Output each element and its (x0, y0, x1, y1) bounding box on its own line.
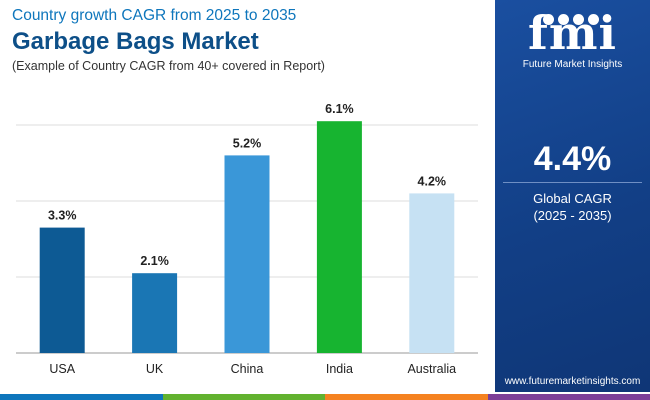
logo-dot-icon (588, 14, 599, 25)
bottom-bar-segment (325, 394, 488, 400)
logo-subtitle: Future Market Insights (522, 59, 623, 70)
chart-subtitle: Country growth CAGR from 2025 to 2035 (12, 7, 297, 24)
x-tick-label: India (326, 362, 353, 376)
data-label: 6.1% (325, 102, 354, 116)
bar (316, 121, 362, 353)
bar (132, 273, 178, 353)
website-link[interactable]: www.futuremarketinsights.com (504, 376, 641, 387)
data-label: 2.1% (140, 254, 169, 268)
logo-dot-icon (573, 14, 584, 25)
x-tick-label: UK (146, 362, 164, 376)
bottom-bar-segment (487, 394, 650, 400)
panel-divider (503, 182, 642, 183)
global-cagr-label-line1: Global CAGR (533, 191, 612, 206)
fmi-logo: fmi Future Market Insights (495, 8, 650, 70)
bottom-color-bar (0, 394, 650, 400)
bar (409, 193, 455, 353)
logo-dot-icon (558, 14, 569, 25)
bottom-bar-segment (0, 394, 163, 400)
logo-text: fmi (528, 6, 617, 60)
x-tick-label: USA (49, 362, 75, 376)
data-label: 3.3% (48, 209, 77, 223)
data-label: 5.2% (233, 136, 262, 150)
global-cagr-label: Global CAGR (2025 - 2035) (495, 190, 650, 224)
x-tick-label: China (231, 362, 264, 376)
logo-icons (543, 14, 599, 25)
bar (39, 227, 85, 353)
bar (224, 155, 270, 353)
global-cagr-period: (2025 - 2035) (533, 208, 612, 223)
side-panel: fmi Future Market Insights 4.4% Global C… (495, 0, 650, 392)
bar-chart: 3.3% USA 2.1% UK 5.2% China 6.1% India 4.2% Austr… (16, 102, 478, 376)
chart-title: Garbage Bags Market (12, 28, 259, 55)
global-cagr-value: 4.4% (533, 140, 612, 178)
x-tick-label: Australia (407, 362, 456, 376)
chart-header: Country growth CAGR from 2025 to 2035 Ga… (12, 6, 492, 74)
logo-dot-icon (543, 14, 554, 25)
chart-note: (Example of Country CAGR from 40+ covere… (12, 59, 325, 73)
bottom-bar-segment (162, 394, 325, 400)
data-label: 4.2% (418, 174, 447, 188)
